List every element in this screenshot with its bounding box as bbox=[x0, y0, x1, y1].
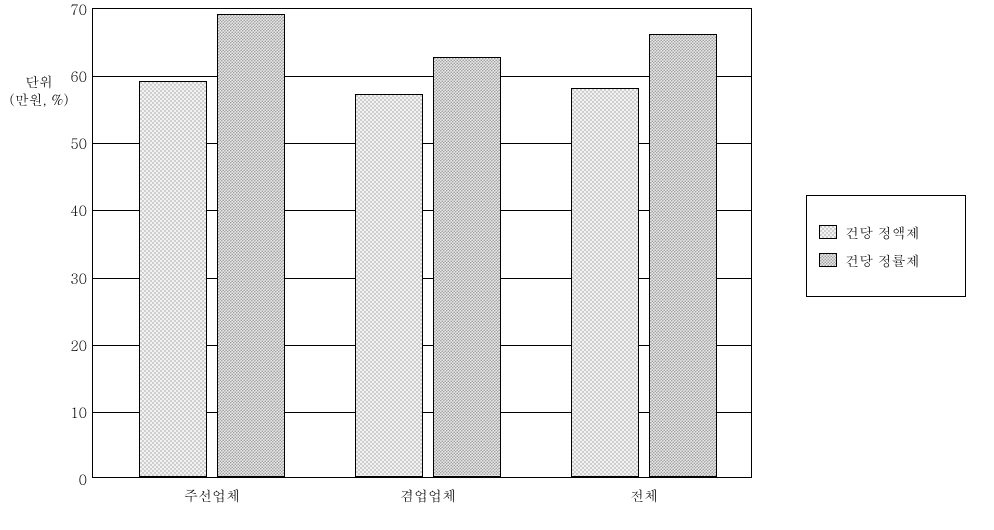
y-tick-label: 60 bbox=[70, 66, 93, 86]
bar bbox=[571, 88, 639, 477]
category-label: 주선업체 bbox=[184, 477, 240, 505]
legend-item: 건당 정률제 bbox=[819, 250, 953, 270]
bar bbox=[217, 14, 285, 477]
bar bbox=[355, 94, 423, 477]
y-axis-label: 단위 (만원, %) bbox=[8, 72, 70, 108]
y-tick-label: 40 bbox=[70, 200, 93, 220]
bar bbox=[139, 81, 207, 477]
y-tick-label: 70 bbox=[70, 0, 93, 19]
category-label: 전체 bbox=[630, 477, 658, 505]
legend-swatch bbox=[819, 225, 837, 239]
y-tick-label: 0 bbox=[79, 469, 93, 489]
bar-chart: 단위 (만원, %) 010203040506070주선업체겸업업체전체 건당 … bbox=[0, 0, 994, 530]
y-tick-label: 50 bbox=[70, 133, 93, 153]
category-label: 겸업업체 bbox=[400, 477, 456, 505]
legend: 건당 정액제건당 정률제 bbox=[806, 195, 966, 297]
legend-label: 건당 정액제 bbox=[845, 222, 920, 242]
plot-area: 010203040506070주선업체겸업업체전체 bbox=[92, 8, 752, 478]
bar bbox=[649, 34, 717, 477]
legend-item: 건당 정액제 bbox=[819, 222, 953, 242]
legend-label: 건당 정률제 bbox=[845, 250, 920, 270]
y-tick-label: 30 bbox=[70, 268, 93, 288]
legend-swatch bbox=[819, 253, 837, 267]
y-axis-label-line1: 단위 bbox=[25, 71, 53, 91]
bar bbox=[433, 57, 501, 477]
y-axis-label-line2: (만원, %) bbox=[9, 89, 68, 109]
y-tick-label: 20 bbox=[70, 335, 93, 355]
y-tick-label: 10 bbox=[70, 402, 93, 422]
